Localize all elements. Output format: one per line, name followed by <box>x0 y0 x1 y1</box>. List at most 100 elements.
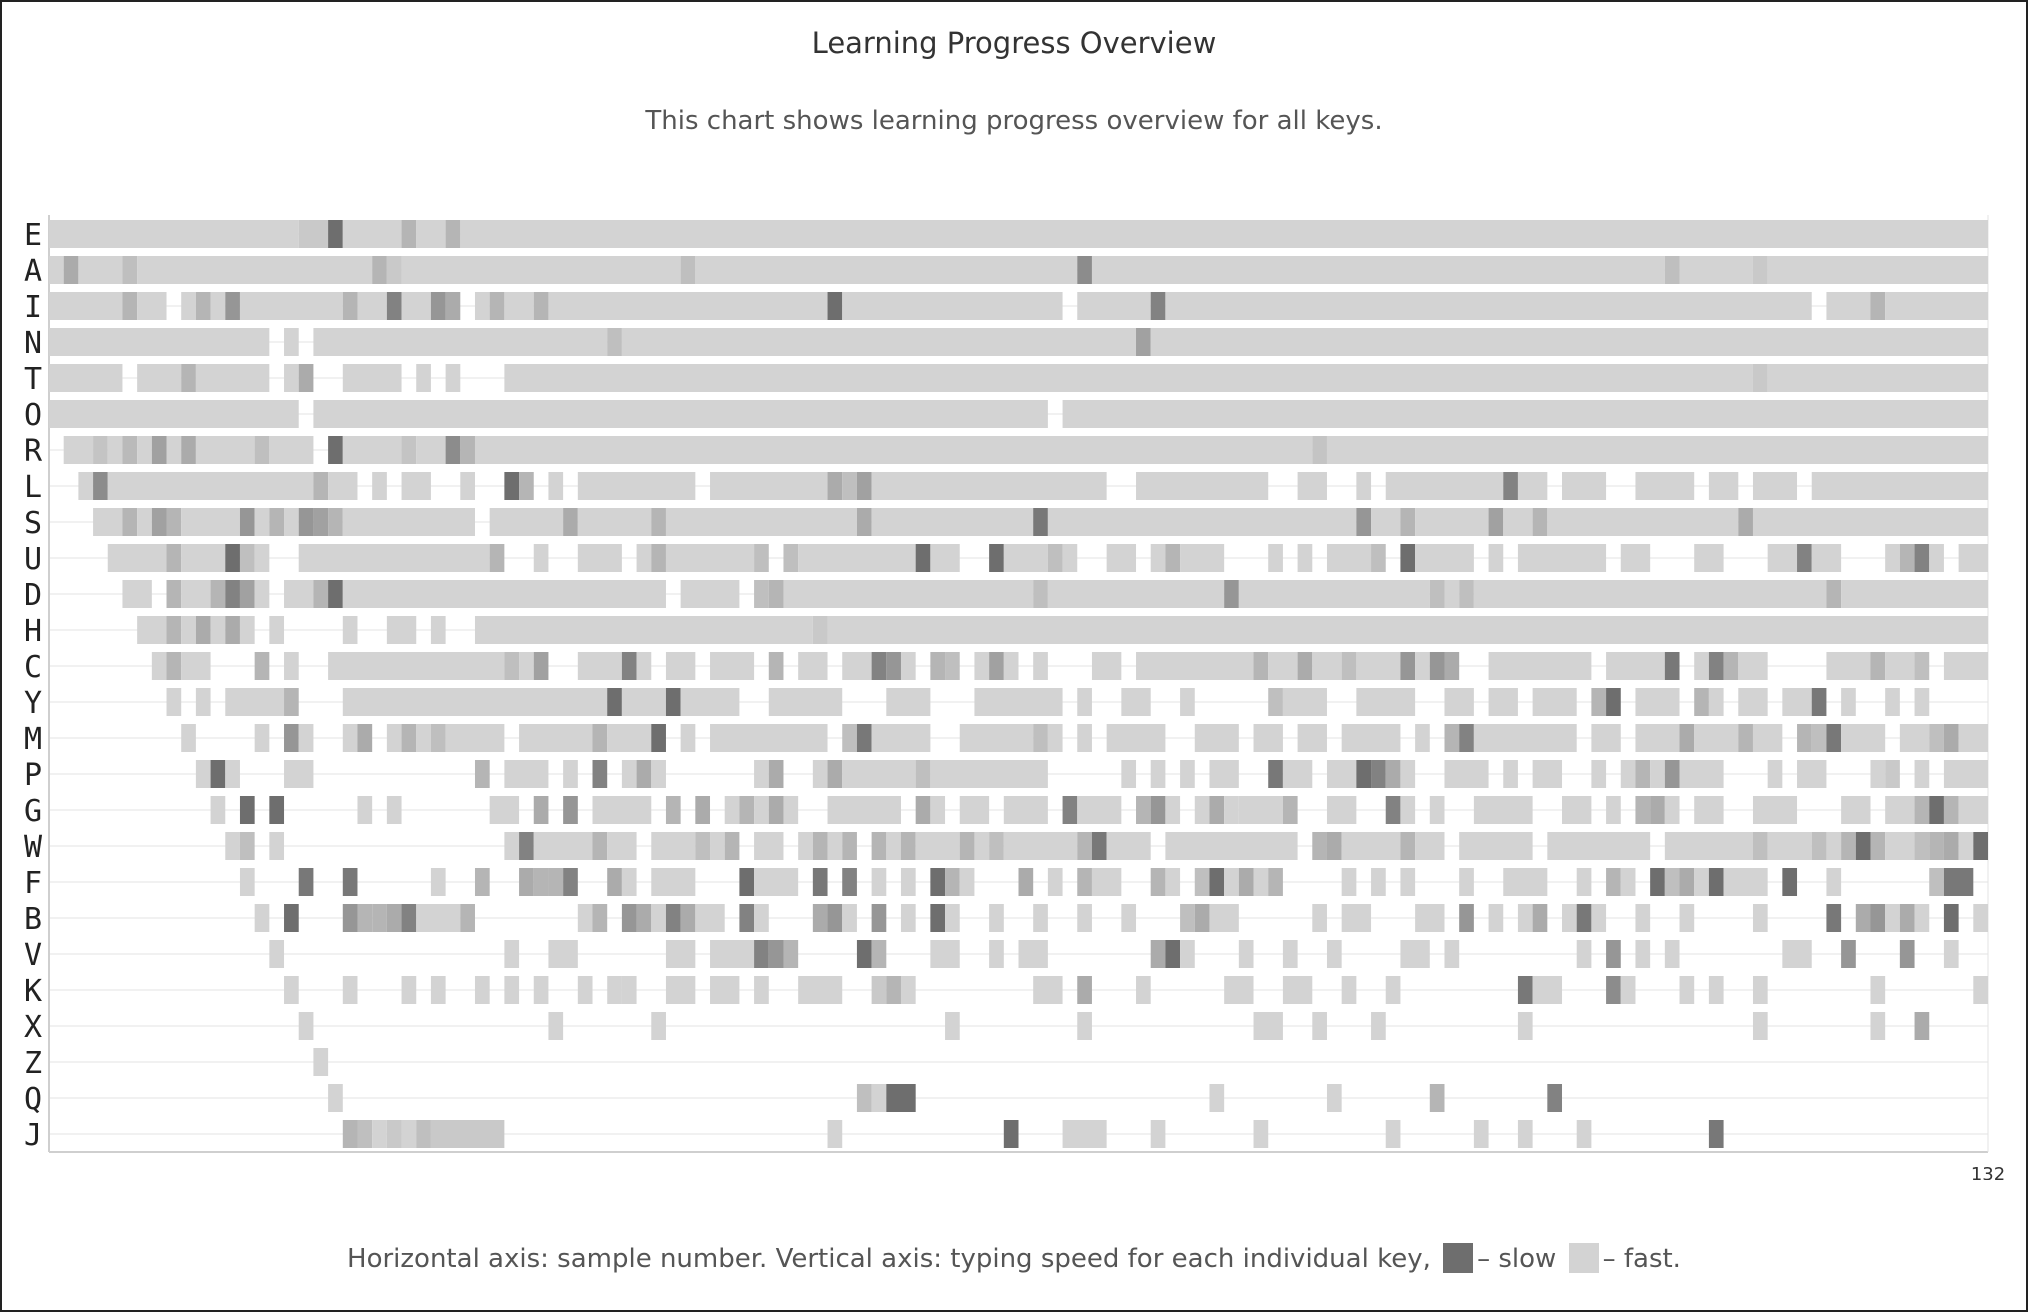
cell-b-3 <box>357 904 373 932</box>
cell-v-26 <box>1841 940 1856 968</box>
cell-p-8 <box>621 760 637 788</box>
cell-r-0 <box>63 436 94 464</box>
cell-j-16 <box>1708 1120 1724 1148</box>
cell-g-1 <box>239 796 255 824</box>
cell-s-4 <box>166 508 182 536</box>
cell-r-10 <box>269 436 314 464</box>
cell-g-47 <box>1943 796 1959 824</box>
cell-q-1 <box>856 1084 872 1112</box>
cell-s-7 <box>254 508 270 536</box>
cell-f-15 <box>842 868 857 896</box>
cell-j-7 <box>827 1120 843 1148</box>
cell-b-28 <box>1077 904 1092 932</box>
cell-x-3 <box>945 1012 960 1040</box>
cell-h-7 <box>269 616 285 644</box>
cell-p-33 <box>1620 760 1636 788</box>
cell-b-30 <box>1180 904 1195 932</box>
cell-f-37 <box>1503 868 1548 896</box>
cell-m-28 <box>1341 724 1401 752</box>
cell-r-8 <box>195 436 255 464</box>
cell-h-11 <box>474 616 813 644</box>
cell-f-11 <box>651 868 696 896</box>
cell-w-0 <box>225 832 240 860</box>
cell-j-9 <box>1062 1120 1107 1148</box>
cell-g-40 <box>1664 796 1680 824</box>
cell-t-10 <box>1752 364 1768 392</box>
cell-t-8 <box>445 364 461 392</box>
cell-c-8 <box>533 652 549 680</box>
cell-b-34 <box>1341 904 1372 932</box>
cell-u-0 <box>107 544 167 572</box>
cell-p-7 <box>592 760 608 788</box>
cell-c-31 <box>1312 652 1342 680</box>
cell-m-42 <box>1841 724 1886 752</box>
cell-y-20 <box>1532 688 1577 716</box>
cell-d-13 <box>768 580 784 608</box>
cell-w-30 <box>1326 832 1342 860</box>
cell-e-0 <box>49 220 299 248</box>
cell-u-20 <box>1047 544 1063 572</box>
cell-g-42 <box>1752 796 1798 824</box>
cell-h-0 <box>137 616 167 644</box>
cell-r-14 <box>416 436 446 464</box>
cell-b-2 <box>342 904 358 932</box>
cell-s-8 <box>269 508 285 536</box>
cell-v-14 <box>1165 940 1181 968</box>
cell-l-21 <box>1503 472 1518 500</box>
cell-s-5 <box>181 508 240 536</box>
cell-u-40 <box>1899 544 1915 572</box>
cell-u-23 <box>1150 544 1166 572</box>
cell-f-41 <box>1650 868 1665 896</box>
cell-q-4 <box>1209 1084 1225 1112</box>
cell-m-34 <box>1635 724 1680 752</box>
cell-g-18 <box>930 796 946 824</box>
cell-u-11 <box>651 544 666 572</box>
cell-b-45 <box>1752 904 1768 932</box>
cell-c-28 <box>1253 652 1269 680</box>
cell-v-6 <box>768 940 784 968</box>
cell-h-12 <box>812 616 828 644</box>
cell-y-9 <box>768 688 843 716</box>
cell-r-18 <box>1312 436 1327 464</box>
cell-i-16 <box>504 292 534 320</box>
cell-g-19 <box>959 796 990 824</box>
cell-p-34 <box>1635 760 1651 788</box>
cell-g-4 <box>386 796 402 824</box>
cell-k-26 <box>1606 976 1621 1004</box>
cell-m-9 <box>430 724 446 752</box>
cell-p-6 <box>563 760 578 788</box>
cell-w-20 <box>915 832 960 860</box>
cell-k-28 <box>1679 976 1695 1004</box>
cell-g-26 <box>1194 796 1210 824</box>
cell-u-36 <box>1767 544 1798 572</box>
cell-l-8 <box>504 472 520 500</box>
cell-w-15 <box>827 832 843 860</box>
cell-c-17 <box>871 652 887 680</box>
cell-m-19 <box>871 724 931 752</box>
cell-l-2 <box>107 472 314 500</box>
cell-d-22 <box>1473 580 1827 608</box>
cell-w-39 <box>1811 832 1827 860</box>
cell-t-1 <box>137 364 182 392</box>
cell-y-5 <box>607 688 622 716</box>
cell-c-25 <box>1033 652 1048 680</box>
cell-c-4 <box>284 652 299 680</box>
cell-y-27 <box>1782 688 1812 716</box>
cell-h-1 <box>166 616 182 644</box>
cell-u-4 <box>239 544 255 572</box>
cell-m-18 <box>856 724 872 752</box>
cell-p-0 <box>195 760 211 788</box>
cell-m-6 <box>386 724 402 752</box>
cell-u-33 <box>1517 544 1607 572</box>
cell-b-16 <box>695 904 725 932</box>
cell-k-8 <box>607 976 622 1004</box>
cell-q-0 <box>328 1084 343 1112</box>
cell-w-8 <box>651 832 696 860</box>
cell-p-26 <box>1371 760 1386 788</box>
cell-b-51 <box>1914 904 1930 932</box>
cell-w-27 <box>1106 832 1151 860</box>
cell-m-26 <box>1253 724 1283 752</box>
cell-i-5 <box>210 292 226 320</box>
cell-d-18 <box>1238 580 1430 608</box>
cell-f-17 <box>900 868 916 896</box>
